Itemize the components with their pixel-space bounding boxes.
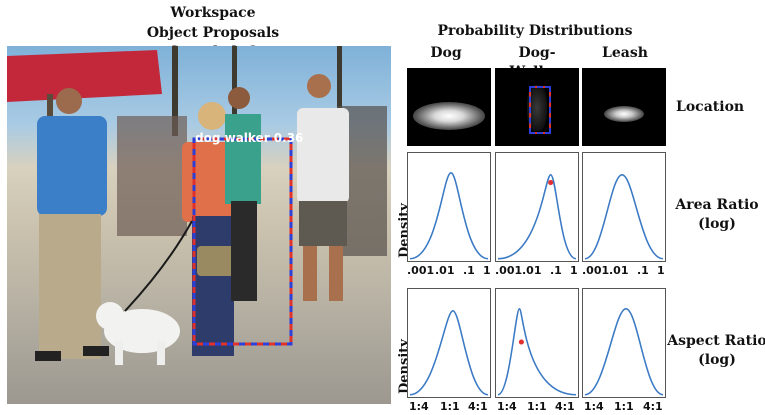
area-tick-walker-2: .1 — [550, 264, 562, 277]
location-heatmap-dog — [407, 68, 491, 146]
area-tick-dog-0: .001 — [407, 264, 435, 277]
person-green-shirt — [225, 87, 261, 301]
area-curve-dog-walker — [497, 174, 577, 260]
leash — [124, 220, 193, 312]
workspace-title: Workspace — [170, 5, 256, 21]
area-tick-leash-3: 1 — [657, 264, 665, 277]
row-label-aspect-ratio-1: Aspect Ratio — [667, 333, 765, 349]
umbrella — [7, 50, 162, 102]
aspect-tick-dog-2: 4:1 — [468, 400, 488, 413]
aspect-ratio-plot-leash — [582, 288, 666, 398]
aspect-tick-dog-1: 1:1 — [440, 400, 460, 413]
aspect-curve-dog-walker — [497, 308, 577, 396]
area-ratio-plot-dog-walker — [495, 152, 579, 262]
aspect-tick-walker-0: 1:4 — [497, 400, 517, 413]
aspect-tick-leash-2: 4:1 — [643, 400, 663, 413]
area-marker-dog-walker — [548, 180, 554, 186]
location-heatmap-dog-walker — [495, 68, 579, 146]
aspect-marker-dog-walker — [518, 339, 524, 345]
aspect-ratio-plot-dog — [407, 288, 491, 398]
aspect-tick-leash-1: 1:1 — [614, 400, 634, 413]
area-curve-dog — [409, 172, 489, 260]
row-label-location: Location — [676, 99, 745, 115]
aspect-tick-walker-2: 4:1 — [555, 400, 575, 413]
aspect-tick-walker-1: 1:1 — [527, 400, 547, 413]
area-tick-walker-0: .001 — [495, 264, 523, 277]
aspect-tick-dog-0: 1:4 — [409, 400, 429, 413]
row-label-area-ratio-1: Area Ratio — [675, 197, 759, 213]
detection-label: dog walker 0.36 — [195, 131, 303, 145]
area-tick-walker-3: 1 — [570, 264, 578, 277]
aspect-tick-leash-0: 1:4 — [584, 400, 604, 413]
area-tick-leash-0: .001 — [582, 264, 610, 277]
area-tick-dog-3: 1 — [483, 264, 491, 277]
person-blue-shirt — [35, 88, 109, 361]
workspace-photo: dog walker 0.36 — [7, 46, 391, 404]
area-ratio-plot-dog — [407, 152, 491, 262]
row-label-area-ratio-2: (log) — [698, 216, 736, 232]
area-tick-dog-2: .1 — [463, 264, 475, 277]
location-heatmap-leash — [582, 68, 666, 146]
area-tick-walker-1: .01 — [522, 264, 542, 277]
area-tick-leash-1: .01 — [609, 264, 629, 277]
area-tick-dog-1: .01 — [435, 264, 455, 277]
area-ratio-plot-leash — [582, 152, 666, 262]
area-tick-leash-2: .1 — [637, 264, 649, 277]
person-white-tank — [297, 74, 349, 301]
person-dog-walker — [182, 102, 242, 356]
aspect-curve-leash — [584, 308, 664, 396]
aspect-ratio-plot-dog-walker — [495, 288, 579, 398]
distributions-title: Probability Distributions — [437, 23, 633, 39]
aspect-curve-dog — [409, 310, 489, 396]
area-curve-leash — [584, 174, 664, 260]
dog — [96, 302, 180, 365]
row-label-aspect-ratio-2: (log) — [698, 352, 736, 368]
column-header-dog: Dog — [430, 45, 462, 61]
column-header-leash: Leash — [602, 45, 648, 61]
